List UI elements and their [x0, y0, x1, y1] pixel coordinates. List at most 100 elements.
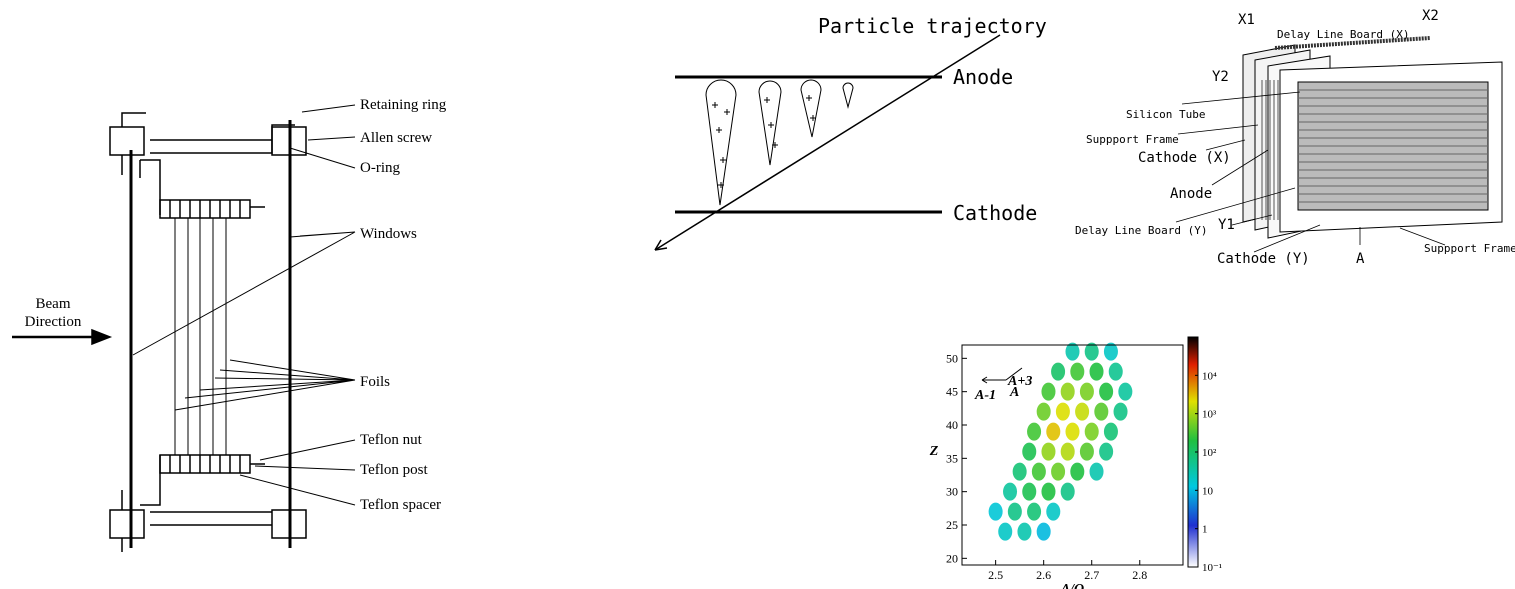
ppac-label: Y1 — [1218, 217, 1235, 233]
isotope-cell — [1051, 462, 1066, 481]
ppac-label: Delay Line Board (X) — [1277, 28, 1409, 41]
isotope-cell — [998, 522, 1013, 541]
isotope-cell — [1060, 442, 1075, 461]
x-tick-label: 2.8 — [1132, 568, 1147, 582]
ppac-label: Delay Line Board (Y) — [1075, 224, 1207, 237]
flange — [121, 112, 295, 175]
isotope-cell — [1060, 382, 1075, 401]
y-tick-label: 45 — [946, 385, 958, 399]
isotope-cell — [1027, 422, 1042, 441]
ppac-drawing — [1175, 36, 1503, 253]
isotope-cell — [1027, 502, 1042, 521]
isotope-cell — [1065, 422, 1080, 441]
isotope-cell — [1017, 522, 1032, 541]
ppac-label: A — [1356, 251, 1365, 267]
leader-line — [132, 104, 356, 506]
x-tick-label: 2.7 — [1084, 568, 1099, 582]
isotope-cell — [1041, 382, 1056, 401]
ppac-label: Y2 — [1212, 69, 1229, 85]
beam-label: Direction — [25, 314, 82, 330]
cathode-label: Cathode — [953, 201, 1037, 225]
thread — [169, 200, 241, 473]
y-tick-label: 20 — [946, 551, 958, 565]
annotation: A — [1009, 385, 1019, 400]
anode-label: Anode — [953, 65, 1013, 89]
isotope-cell — [1051, 362, 1066, 381]
isotope-cell — [1079, 442, 1094, 461]
chamber-drawing — [12, 104, 356, 552]
annotation-arrows — [981, 367, 1023, 384]
isotope-cell — [1036, 402, 1051, 421]
chamber-labels: Retaining ring Allen screw O-ring Window… — [25, 97, 447, 513]
ppac-label: X1 — [1238, 12, 1255, 28]
isotope-cell — [1041, 482, 1056, 501]
part-label: Foils — [360, 374, 390, 390]
part-label: Teflon post — [360, 462, 429, 478]
colorbar-tick-label: 10³ — [1202, 409, 1217, 421]
colorbar-tick-label: 1 — [1202, 524, 1208, 536]
ppac-label: Suppport Frame — [1424, 242, 1515, 255]
isotope-cell — [1022, 442, 1037, 461]
part-label: Teflon spacer — [360, 497, 441, 513]
isotope-cell — [1079, 382, 1094, 401]
beam-label: Beam — [36, 296, 71, 312]
leader-line — [1175, 91, 1446, 253]
teflon-nut-row — [159, 199, 251, 219]
colorbar-tick-label: 10² — [1202, 447, 1217, 459]
ppac-labels: X1 X2 Delay Line Board (X) Y2 Silicon Tu… — [1075, 8, 1515, 267]
part-label: Retaining ring — [360, 97, 447, 113]
isotope-cell — [1003, 482, 1018, 501]
y-tick-label: 35 — [946, 451, 958, 465]
plot-frame — [961, 344, 1184, 566]
isotope-cell — [1118, 382, 1133, 401]
ionization-drawing — [654, 34, 1001, 251]
x-axis-label: A/Q — [1060, 582, 1084, 589]
isotope-cell — [1103, 342, 1118, 361]
charge-cloud — [842, 82, 854, 109]
isotope-cell — [1065, 342, 1080, 361]
isotope-cell — [988, 502, 1003, 521]
charge-cloud — [800, 79, 822, 138]
isotope-cell — [1084, 422, 1099, 441]
isotope-cell — [1113, 402, 1128, 421]
part-label: Windows — [360, 226, 417, 242]
colorbar-tick-label: 10⁻¹ — [1202, 562, 1222, 574]
isotope-cell — [1099, 382, 1114, 401]
isotope-cell — [1012, 462, 1027, 481]
ppac-label: X2 — [1422, 8, 1439, 24]
isotope-cell — [1055, 402, 1070, 421]
pid-chart: 2.5 2.6 2.7 2.8 20 25 30 35 40 45 50 A/Q Z A+3A A-1 10⁻… — [929, 336, 1222, 589]
isotope-cell — [1089, 462, 1104, 481]
ppac-label: Anode — [1170, 186, 1212, 202]
isotope-cell — [1070, 362, 1085, 381]
teflon-post-row — [159, 454, 251, 474]
ppac-label: Silicon Tube — [1126, 108, 1205, 121]
part-label: O-ring — [360, 160, 400, 176]
y-tick-label: 50 — [946, 351, 958, 365]
isotope-cell — [1046, 502, 1061, 521]
isotope-cell — [1094, 402, 1109, 421]
y-tick-label: 40 — [946, 418, 958, 432]
colorbar-tick-label: 10 — [1202, 485, 1214, 497]
charge-sign — [712, 95, 816, 188]
x-tick-label: 2.5 — [988, 568, 1003, 582]
isotope-cell — [1084, 342, 1099, 361]
trajectory — [654, 34, 1001, 251]
isotope-cell — [1089, 362, 1104, 381]
isotope-cell — [1108, 362, 1123, 381]
beam-arrowhead — [91, 328, 113, 346]
isotope-cell — [1036, 522, 1051, 541]
ppac-label: Cathode (Y) — [1217, 251, 1310, 267]
y-axis-label: Z — [929, 444, 939, 459]
foil — [174, 218, 227, 455]
wires — [1261, 80, 1279, 220]
isotope-cell — [1046, 422, 1061, 441]
x-tick-label: 2.6 — [1036, 568, 1051, 582]
isotope-cell — [1070, 462, 1085, 481]
isotope-cell — [1007, 502, 1022, 521]
part-label: Teflon nut — [360, 432, 423, 448]
isotope-cell — [1031, 462, 1046, 481]
y-tick-label: 30 — [946, 485, 958, 499]
y-tick-label: 25 — [946, 518, 958, 532]
